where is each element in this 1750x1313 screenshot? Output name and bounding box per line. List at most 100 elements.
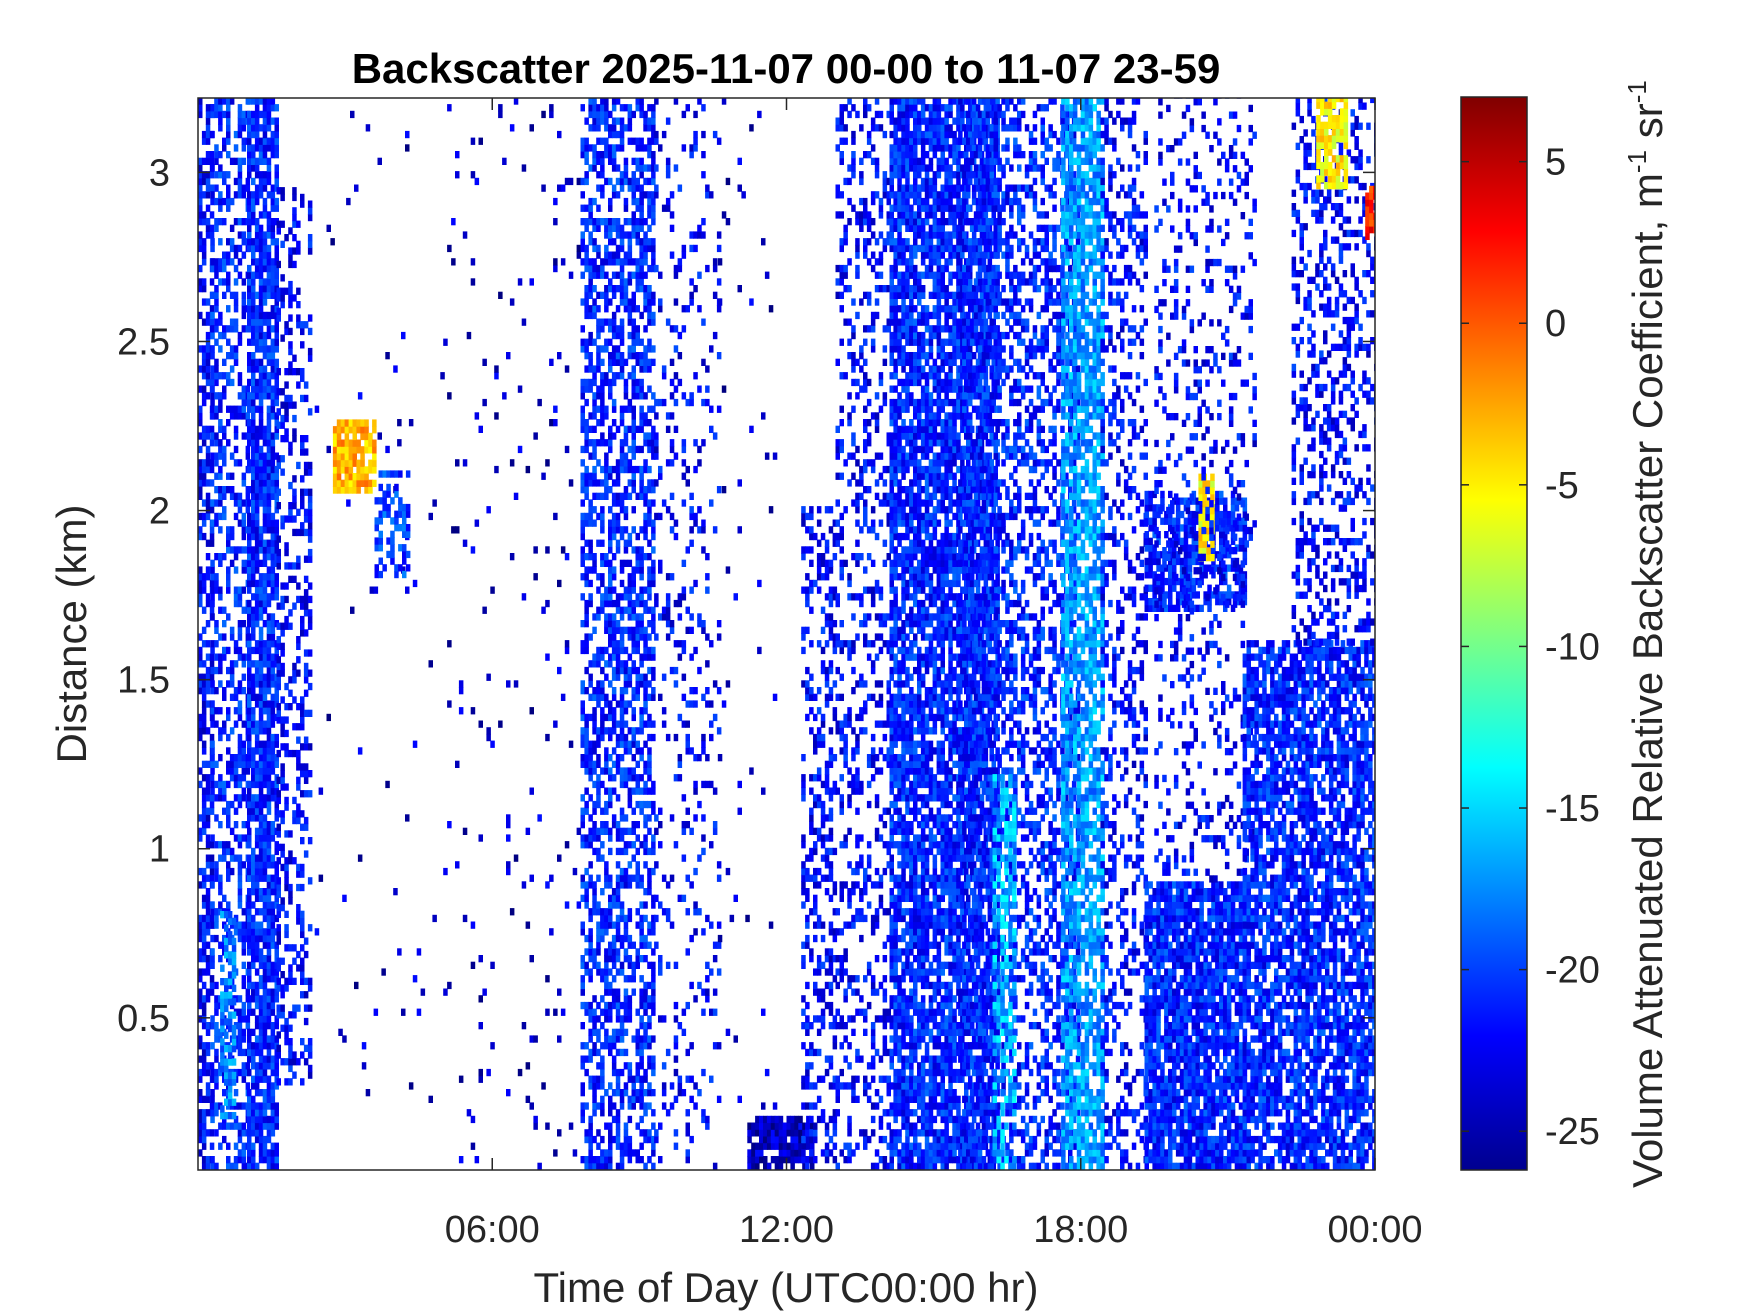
heatmap-cell — [209, 184, 215, 192]
heatmap-cell — [681, 392, 687, 400]
heatmap-cell — [631, 579, 636, 588]
heatmap-cell — [564, 445, 570, 454]
heatmap-cell — [266, 231, 272, 239]
heatmap-cell — [398, 470, 403, 478]
heatmap-cell — [619, 1001, 625, 1010]
heatmap-cell — [214, 874, 219, 882]
heatmap-cell — [284, 321, 289, 329]
heatmap-cell — [647, 666, 652, 675]
heatmap-cell — [673, 452, 679, 460]
heatmap-cell — [210, 593, 215, 601]
heatmap-cell — [262, 151, 268, 159]
heatmap-cell — [361, 1062, 367, 1070]
heatmap-cell — [580, 385, 585, 393]
heatmap-cell — [584, 733, 589, 742]
heatmap-cell — [201, 465, 207, 474]
heatmap-cell — [615, 995, 621, 1003]
heatmap-cell — [604, 646, 609, 655]
heatmap-cell — [251, 385, 256, 393]
heatmap-cell — [352, 419, 357, 427]
heatmap-cell — [231, 1011, 237, 1019]
heatmap-cell — [600, 110, 605, 119]
heatmap-cell — [611, 311, 617, 320]
heatmap-cell — [233, 780, 239, 789]
heatmap-cell — [226, 439, 231, 447]
heatmap-cell — [651, 151, 656, 159]
heatmap-cell — [611, 921, 617, 929]
heatmap-cell — [205, 298, 211, 306]
heatmap-cell — [254, 526, 260, 534]
heatmap-cell — [274, 144, 279, 152]
heatmap-cell — [643, 988, 648, 996]
heatmap-cell — [451, 218, 456, 226]
heatmap-cell — [222, 358, 227, 366]
heatmap-cell — [541, 472, 546, 480]
heatmap-cell — [580, 593, 585, 601]
heatmap-cell — [251, 124, 256, 132]
heatmap-cell — [241, 432, 247, 440]
heatmap-cell — [604, 1122, 609, 1130]
heatmap-cell — [218, 881, 223, 889]
heatmap-cell — [615, 98, 621, 105]
heatmap-cell — [210, 948, 215, 956]
heatmap-cell — [270, 439, 276, 447]
heatmap-cell — [615, 968, 621, 976]
heatmap-cell — [274, 465, 279, 474]
heatmap-cell — [643, 459, 648, 467]
heatmap-cell — [611, 713, 617, 722]
heatmap-cell — [201, 894, 207, 902]
heatmap-cell — [627, 398, 633, 407]
heatmap-cell — [214, 412, 219, 420]
heatmap-cell — [651, 499, 656, 507]
heatmap-cell — [643, 767, 648, 775]
heatmap-cell — [262, 653, 268, 661]
heatmap-cell — [241, 586, 247, 594]
heatmap-cell — [588, 747, 593, 755]
heatmap-cell — [251, 1129, 256, 1137]
heatmap-cell — [231, 984, 237, 992]
heatmap-cell — [205, 1028, 211, 1036]
heatmap-cell — [229, 680, 235, 688]
heatmap-cell — [580, 512, 585, 521]
heatmap-cell — [580, 532, 585, 541]
heatmap-cell — [368, 466, 373, 474]
heatmap-cell — [639, 392, 644, 400]
heatmap-cell — [241, 1129, 247, 1137]
heatmap-cell — [462, 914, 468, 923]
heatmap-cell — [222, 445, 227, 454]
heatmap-cell — [596, 754, 601, 762]
heatmap-cell — [378, 497, 383, 505]
heatmap-cell — [604, 1015, 609, 1023]
heatmap-cell — [604, 124, 609, 132]
heatmap-cell — [214, 291, 219, 299]
heatmap-cell — [303, 555, 309, 563]
heatmap-cell — [247, 439, 252, 447]
heatmap-cell — [258, 251, 264, 259]
heatmap-cell — [608, 586, 613, 594]
heatmap-cell — [254, 1109, 260, 1117]
heatmap-cell — [262, 1042, 268, 1050]
heatmap-cell — [560, 693, 566, 701]
heatmap-cell — [201, 995, 207, 1003]
heatmap-cell — [201, 398, 207, 407]
heatmap-cell — [266, 1149, 272, 1157]
heatmap-cell — [222, 372, 227, 380]
heatmap-cell — [233, 599, 239, 608]
heatmap-cell — [553, 1008, 558, 1016]
heatmap-cell — [218, 733, 223, 742]
heatmap-cell — [623, 425, 629, 433]
heatmap-cell — [210, 164, 215, 172]
heatmap-cell — [198, 593, 203, 601]
heatmap-cell — [226, 713, 231, 722]
heatmap-cell — [658, 398, 663, 407]
heatmap-cell — [262, 606, 268, 614]
heatmap-cell — [218, 445, 223, 454]
heatmap-cell — [218, 1028, 223, 1036]
heatmap-cell — [198, 365, 203, 373]
heatmap-cell — [258, 1001, 264, 1010]
heatmap-cell — [588, 693, 593, 701]
heatmap-cell — [288, 850, 293, 858]
heatmap-cell — [233, 218, 239, 226]
heatmap-cell — [584, 486, 589, 494]
heatmap-cell — [600, 921, 605, 929]
